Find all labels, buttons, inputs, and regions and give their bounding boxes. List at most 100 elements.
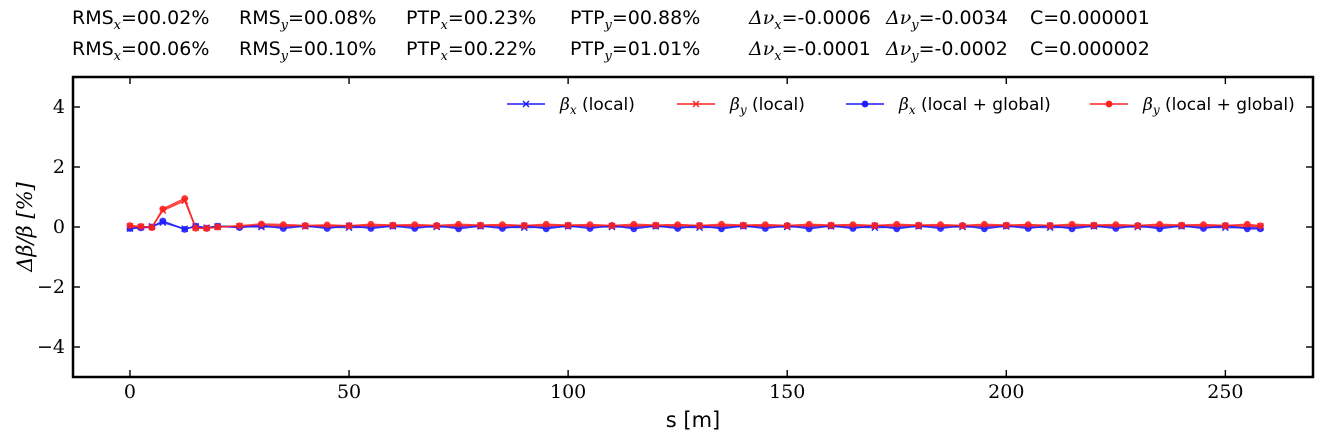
data-point bbox=[192, 224, 200, 232]
x-tick-label: 150 bbox=[769, 381, 805, 403]
data-point bbox=[455, 220, 462, 228]
data-point bbox=[893, 220, 901, 228]
delta-nu-x-stat: Δνx=-0.0001 bbox=[749, 38, 871, 64]
data-point bbox=[126, 222, 134, 229]
legend-marker bbox=[692, 100, 700, 108]
data-point bbox=[827, 221, 835, 229]
series-layer bbox=[126, 195, 1264, 233]
legend-label: βx (local + global) bbox=[898, 95, 1051, 117]
data-point bbox=[783, 222, 791, 229]
data-point bbox=[301, 222, 309, 229]
legend: βx (local) βy (local) βx (local + global) β… bbox=[507, 95, 1295, 117]
data-point bbox=[1178, 221, 1185, 229]
data-point bbox=[739, 221, 747, 229]
data-point bbox=[367, 220, 375, 228]
data-point bbox=[630, 220, 638, 228]
data-point bbox=[1090, 221, 1098, 229]
data-point bbox=[236, 222, 243, 230]
ticks-layer: 0 50 100 150 200 250 −4 −2 0 2 4 bbox=[37, 77, 1313, 403]
data-point bbox=[520, 222, 528, 229]
delta-nu-y-stat: Δνy=-0.0034 bbox=[886, 7, 1008, 33]
data-point bbox=[1112, 221, 1120, 229]
legend-marker bbox=[861, 100, 869, 108]
data-point bbox=[1200, 221, 1207, 229]
data-point bbox=[608, 222, 616, 229]
data-point bbox=[1046, 222, 1054, 229]
coupling-stat: C=0.000001 bbox=[1030, 7, 1150, 29]
series-3 bbox=[126, 195, 1264, 232]
x-tick-label: 100 bbox=[550, 381, 586, 403]
data-point bbox=[652, 221, 660, 229]
legend-marker bbox=[1105, 100, 1113, 108]
rms-x-stat: RMSx=00.06% bbox=[72, 38, 210, 64]
data-point bbox=[718, 220, 725, 228]
legend-item-2: βx (local + global) bbox=[846, 95, 1051, 117]
rms-y-stat: RMSy=00.08% bbox=[239, 7, 377, 33]
data-point bbox=[586, 221, 594, 229]
ptp-x-stat: PTPx=00.22% bbox=[406, 38, 537, 64]
data-point bbox=[181, 226, 189, 233]
data-point bbox=[148, 224, 156, 232]
data-point bbox=[137, 223, 145, 230]
data-point bbox=[345, 222, 353, 230]
data-point bbox=[696, 222, 703, 229]
data-point bbox=[1221, 222, 1229, 229]
delta-nu-x-stat: Δνx=-0.0006 bbox=[749, 7, 871, 33]
delta-nu-y-stat: Δνy=-0.0002 bbox=[886, 38, 1008, 64]
x-axis-label: s [m] bbox=[666, 408, 720, 432]
data-point bbox=[498, 221, 506, 229]
legend-marker bbox=[522, 100, 530, 108]
x-tick-label: 200 bbox=[988, 381, 1024, 403]
y-tick-label: 4 bbox=[53, 96, 65, 118]
data-point bbox=[279, 221, 287, 229]
legend-label: βx (local) bbox=[559, 95, 635, 117]
legend-label: βy (local) bbox=[729, 95, 805, 117]
data-point bbox=[181, 195, 189, 202]
data-point bbox=[805, 220, 813, 228]
rms-x-stat: RMSx=00.02% bbox=[72, 7, 210, 33]
y-tick-label: 0 bbox=[53, 216, 65, 238]
data-point bbox=[411, 221, 419, 229]
ptp-y-stat: PTPy=00.88% bbox=[570, 7, 701, 33]
data-point bbox=[1257, 222, 1264, 230]
data-point bbox=[203, 225, 211, 232]
data-point bbox=[1068, 220, 1076, 228]
data-point bbox=[849, 221, 857, 229]
x-tick-label: 250 bbox=[1207, 381, 1243, 403]
data-point bbox=[542, 220, 550, 228]
series-line bbox=[129, 197, 1261, 230]
y-tick-label: 2 bbox=[53, 156, 65, 178]
data-point bbox=[389, 221, 397, 229]
ptp-x-stat: PTPx=00.23% bbox=[406, 7, 537, 33]
data-point bbox=[761, 221, 769, 229]
data-point bbox=[1024, 221, 1032, 229]
x-tick-label: 50 bbox=[337, 381, 361, 403]
data-point bbox=[1243, 220, 1251, 228]
legend-label: βy (local + global) bbox=[1142, 95, 1295, 117]
data-point bbox=[674, 221, 682, 229]
series-line bbox=[129, 220, 1261, 231]
legend-item-1: βy (local) bbox=[677, 95, 805, 117]
data-point bbox=[258, 220, 265, 228]
data-point bbox=[980, 220, 988, 228]
data-point bbox=[1156, 220, 1164, 228]
data-point bbox=[433, 222, 441, 229]
legend-item-3: βy (local + global) bbox=[1090, 95, 1295, 117]
data-point bbox=[1002, 221, 1010, 229]
y-tick-label: −4 bbox=[37, 336, 65, 358]
data-point bbox=[214, 223, 221, 231]
data-point bbox=[937, 221, 944, 229]
x-tick-label: 0 bbox=[124, 381, 136, 403]
data-point bbox=[1134, 222, 1142, 229]
data-point bbox=[959, 222, 966, 229]
data-point bbox=[323, 221, 331, 229]
data-point bbox=[159, 205, 167, 213]
data-point bbox=[159, 217, 167, 225]
data-point bbox=[564, 221, 572, 229]
y-axis-label: Δβ/β [%] bbox=[13, 181, 37, 272]
y-tick-label: −2 bbox=[37, 276, 65, 298]
data-point bbox=[915, 221, 923, 229]
ptp-y-stat: PTPy=01.01% bbox=[570, 38, 701, 64]
coupling-stat: C=0.000002 bbox=[1030, 38, 1150, 60]
